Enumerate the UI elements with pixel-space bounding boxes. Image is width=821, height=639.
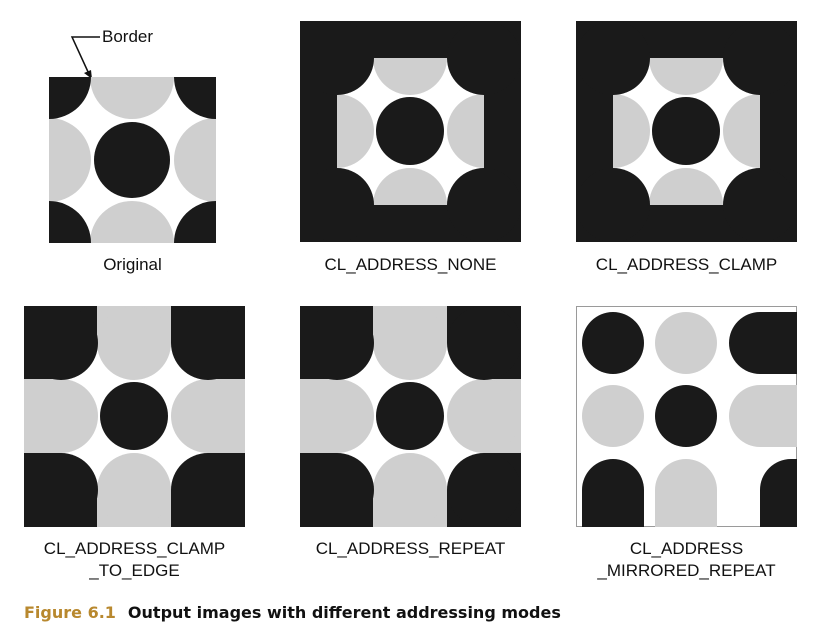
- caption-address-mirrored-repeat-line-2: _MIRRORED_REPEAT: [597, 561, 776, 580]
- figure-caption-text: Output images with different addressing …: [127, 603, 561, 622]
- caption-address-clamp: CL_ADDRESS_CLAMP: [576, 254, 797, 276]
- address-clamp-image: [576, 21, 797, 242]
- border-pointer-arrow: [70, 36, 100, 79]
- caption-address-mirrored-repeat: CL_ADDRESS _MIRRORED_REPEAT: [576, 538, 797, 582]
- figure-number: Figure 6.1: [24, 603, 116, 622]
- address-none-image: [300, 21, 521, 242]
- caption-address-mirrored-repeat-line-1: CL_ADDRESS: [629, 539, 744, 558]
- caption-address-clamp-to-edge: CL_ADDRESS_CLAMP _TO_EDGE: [24, 538, 245, 582]
- figure-caption: Figure 6.1 Output images with different a…: [24, 603, 561, 622]
- address-clamp-to-edge-image: [24, 306, 245, 527]
- caption-address-clamp-line-1: CL_ADDRESS_CLAMP: [595, 255, 778, 274]
- border-annotation-label: Border: [102, 27, 154, 46]
- address-mirrored-repeat-image: [576, 306, 797, 527]
- caption-original-line-1: Original: [103, 255, 162, 274]
- caption-address-clamp-to-edge-line-2: _TO_EDGE: [89, 561, 180, 580]
- address-repeat-image: [300, 306, 521, 527]
- caption-address-clamp-to-edge-line-1: CL_ADDRESS_CLAMP: [43, 539, 226, 558]
- original-image: [49, 77, 216, 243]
- caption-address-none: CL_ADDRESS_NONE: [300, 254, 521, 276]
- caption-original: Original: [49, 254, 216, 276]
- caption-address-none-line-1: CL_ADDRESS_NONE: [324, 255, 497, 274]
- caption-address-repeat: CL_ADDRESS_REPEAT: [300, 538, 521, 560]
- caption-address-repeat-line-1: CL_ADDRESS_REPEAT: [315, 539, 506, 558]
